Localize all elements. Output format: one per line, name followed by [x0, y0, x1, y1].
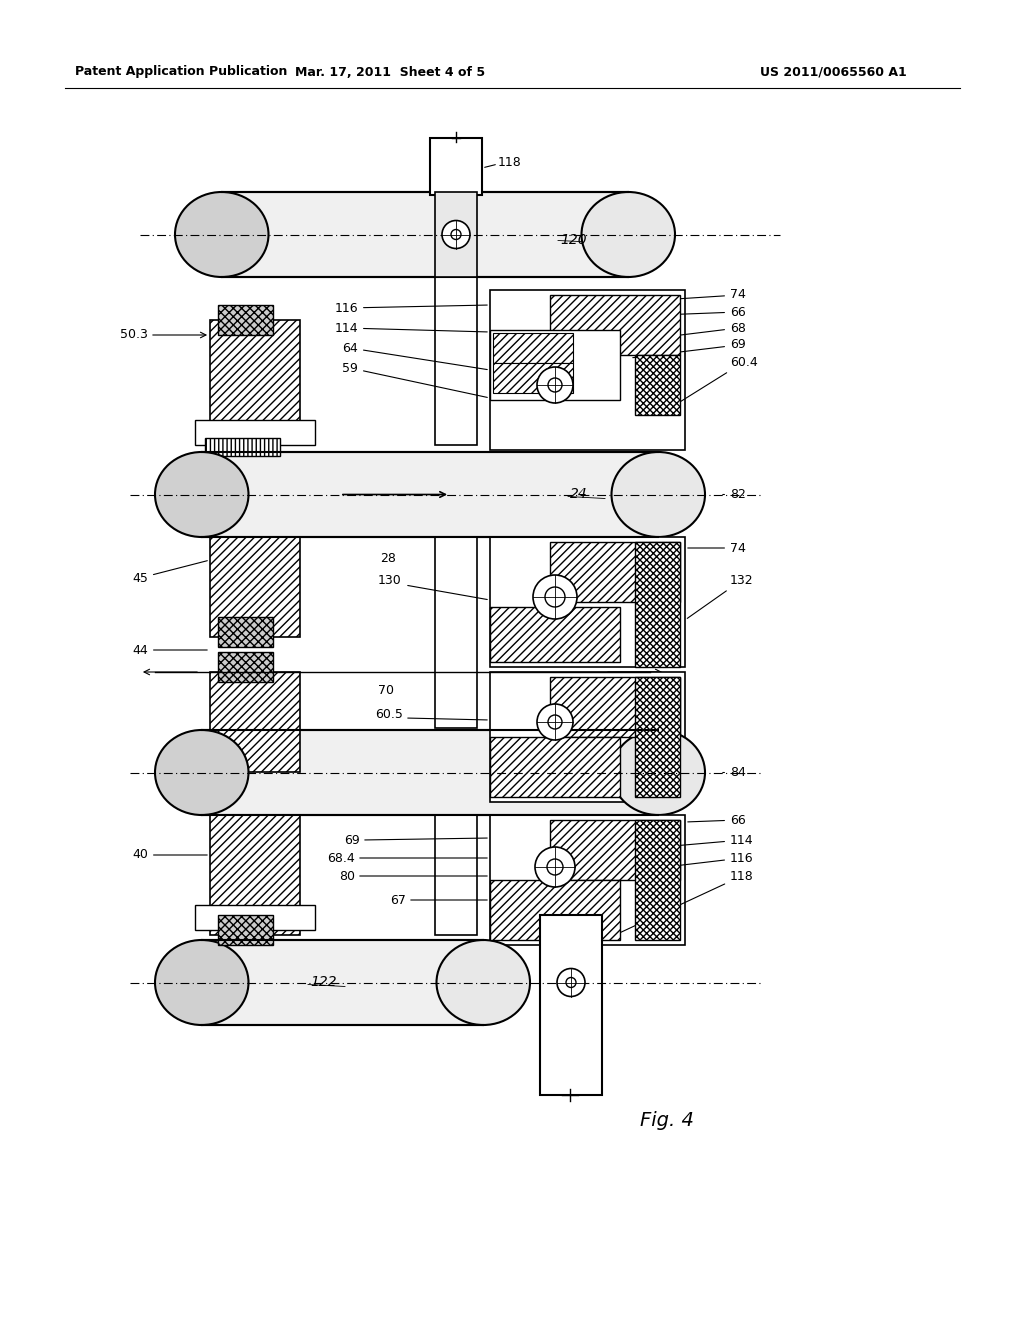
Bar	[490, 290, 685, 450]
Text: 28: 28	[380, 552, 396, 565]
Bar	[210, 672, 300, 772]
Text: 44: 44	[132, 644, 207, 656]
Circle shape	[535, 847, 575, 887]
Circle shape	[537, 367, 573, 403]
Ellipse shape	[155, 940, 249, 1026]
Text: 114: 114	[652, 833, 754, 847]
Text: 70: 70	[378, 684, 394, 697]
Text: 66: 66	[688, 813, 745, 826]
Text: 116: 116	[643, 851, 754, 870]
Bar	[635, 677, 680, 797]
Bar	[435, 537, 477, 729]
Text: 84: 84	[723, 766, 745, 779]
Bar	[218, 305, 273, 335]
Text: 122: 122	[310, 975, 337, 990]
Ellipse shape	[155, 730, 249, 814]
Ellipse shape	[611, 451, 705, 537]
Bar	[493, 333, 573, 363]
Circle shape	[451, 230, 461, 239]
Bar	[210, 537, 300, 638]
Ellipse shape	[611, 730, 705, 814]
Bar	[490, 537, 685, 667]
Text: 74: 74	[663, 289, 745, 301]
Ellipse shape	[175, 191, 268, 277]
Circle shape	[534, 576, 577, 619]
Bar	[222, 191, 629, 277]
Text: 68.4: 68.4	[328, 851, 355, 865]
Bar	[430, 139, 482, 195]
Bar	[490, 737, 620, 797]
Bar	[490, 672, 685, 803]
Bar	[202, 451, 658, 537]
Bar	[493, 363, 573, 393]
Circle shape	[547, 859, 563, 875]
Bar	[435, 277, 477, 445]
Text: 132: 132	[687, 573, 754, 618]
Bar	[195, 906, 315, 931]
Bar	[195, 420, 315, 445]
Bar	[435, 814, 477, 935]
Circle shape	[548, 715, 562, 729]
Circle shape	[557, 969, 585, 997]
Bar	[550, 820, 680, 880]
Circle shape	[548, 378, 562, 392]
Bar	[218, 652, 273, 682]
Circle shape	[566, 978, 575, 987]
Bar	[490, 330, 620, 400]
Text: 24: 24	[570, 487, 588, 502]
Text: 118: 118	[498, 156, 522, 169]
Ellipse shape	[582, 191, 675, 277]
Text: 116: 116	[335, 301, 487, 314]
Bar	[218, 915, 273, 945]
Bar	[490, 607, 620, 663]
Text: 50.3: 50.3	[120, 329, 148, 342]
Circle shape	[442, 220, 470, 248]
Bar	[550, 677, 680, 737]
Ellipse shape	[436, 940, 530, 1026]
Text: 59: 59	[342, 362, 487, 397]
Bar	[202, 730, 658, 814]
Bar	[550, 294, 680, 355]
Bar	[210, 319, 300, 440]
Text: 69: 69	[633, 338, 745, 358]
Bar	[218, 616, 273, 647]
Text: 67: 67	[390, 894, 406, 907]
Text: 130: 130	[378, 573, 401, 586]
Text: 45: 45	[132, 561, 207, 585]
Bar	[550, 543, 680, 602]
Text: 74: 74	[688, 541, 745, 554]
Bar	[210, 814, 300, 935]
Bar	[540, 915, 602, 1096]
Text: 114: 114	[335, 322, 487, 334]
Bar	[205, 438, 280, 455]
Ellipse shape	[155, 451, 249, 537]
Text: 118: 118	[617, 870, 754, 933]
Text: Patent Application Publication: Patent Application Publication	[75, 66, 288, 78]
Text: 69: 69	[344, 833, 360, 846]
Text: 64: 64	[342, 342, 487, 370]
Text: US 2011/0065560 A1: US 2011/0065560 A1	[760, 66, 906, 78]
Text: 68: 68	[643, 322, 745, 339]
Text: Fig. 4: Fig. 4	[640, 1110, 694, 1130]
Text: 26: 26	[570, 766, 588, 780]
Text: 60.5: 60.5	[375, 709, 402, 722]
Bar	[490, 814, 685, 945]
Circle shape	[537, 704, 573, 741]
Text: 120: 120	[560, 232, 587, 247]
Bar	[635, 355, 680, 414]
Bar	[490, 880, 620, 940]
Text: 82: 82	[723, 488, 745, 502]
Bar	[635, 543, 680, 667]
Text: 40: 40	[132, 849, 207, 862]
Circle shape	[545, 587, 565, 607]
Text: 66: 66	[663, 305, 745, 318]
Text: Mar. 17, 2011  Sheet 4 of 5: Mar. 17, 2011 Sheet 4 of 5	[295, 66, 485, 78]
Bar	[435, 191, 477, 277]
Bar	[202, 940, 483, 1026]
Text: 60.4: 60.4	[677, 355, 758, 404]
Bar	[635, 820, 680, 940]
Text: 80: 80	[339, 870, 355, 883]
